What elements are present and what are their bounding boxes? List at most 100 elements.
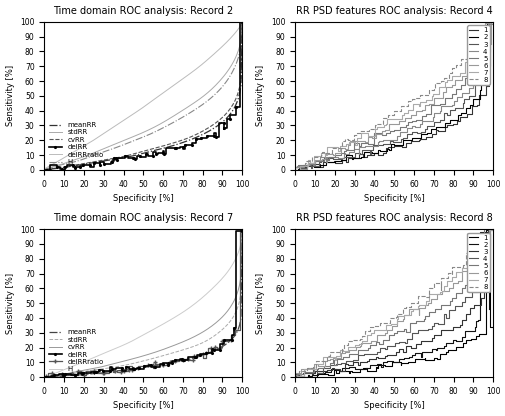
2: [308, 372, 314, 377]
Line: 5: 5: [294, 22, 491, 170]
5: [448, 95, 454, 100]
8: [384, 112, 390, 117]
7: [448, 278, 454, 283]
X-axis label: Specificity [%]: Specificity [%]: [363, 194, 424, 203]
1: [468, 103, 474, 108]
8: [414, 301, 420, 306]
1: [310, 374, 316, 379]
1: [449, 123, 456, 128]
6: [489, 227, 495, 232]
3: [312, 370, 318, 375]
4: [387, 137, 393, 142]
Title: RR PSD features ROC analysis: Record 8: RR PSD features ROC analysis: Record 8: [295, 213, 492, 223]
7: [489, 20, 495, 25]
4: [489, 20, 495, 25]
3: [383, 352, 389, 357]
2: [411, 135, 417, 140]
7: [296, 167, 302, 172]
1: [407, 359, 413, 364]
6: [311, 158, 317, 163]
2: [294, 166, 300, 171]
8: [448, 71, 454, 76]
Line: 7: 7: [296, 230, 491, 376]
2: [442, 341, 448, 346]
Line: 1: 1: [296, 230, 491, 377]
5: [293, 372, 299, 377]
2: [485, 229, 491, 234]
7: [291, 167, 297, 172]
7: [383, 117, 389, 122]
1: [293, 375, 299, 380]
X-axis label: Specificity [%]: Specificity [%]: [113, 401, 173, 411]
6: [463, 73, 469, 78]
6: [449, 286, 456, 291]
2: [409, 353, 415, 358]
Line: 2: 2: [296, 232, 488, 377]
1: [295, 167, 301, 172]
3: [462, 311, 468, 316]
4: [414, 330, 420, 335]
Y-axis label: Sensitivity [%]: Sensitivity [%]: [6, 65, 15, 126]
2: [293, 375, 299, 380]
6: [315, 362, 321, 367]
5: [291, 167, 297, 172]
1: [312, 162, 318, 167]
Line: 4: 4: [294, 22, 492, 168]
2: [489, 20, 495, 25]
1: [444, 347, 450, 352]
7: [414, 307, 420, 312]
8: [462, 250, 468, 255]
5: [412, 119, 418, 124]
5: [464, 277, 470, 282]
Y-axis label: Sensitivity [%]: Sensitivity [%]: [256, 65, 265, 126]
1: [384, 145, 390, 150]
8: [447, 271, 453, 276]
Title: Time domain ROC analysis: Record 7: Time domain ROC analysis: Record 7: [53, 213, 233, 223]
3: [386, 138, 392, 143]
3: [461, 96, 467, 101]
7: [462, 59, 468, 64]
1: [387, 364, 393, 369]
4: [312, 163, 318, 168]
Line: 3: 3: [295, 229, 492, 376]
8: [291, 374, 297, 379]
4: [445, 315, 451, 320]
6: [415, 306, 421, 311]
8: [294, 166, 300, 171]
Line: 8: 8: [294, 229, 492, 376]
2: [466, 103, 472, 108]
4: [468, 290, 474, 295]
8: [467, 50, 473, 55]
3: [465, 94, 471, 99]
2: [462, 106, 468, 111]
4: [469, 83, 475, 88]
4: [466, 86, 472, 91]
6: [412, 110, 418, 115]
Y-axis label: Sensitivity [%]: Sensitivity [%]: [256, 272, 265, 334]
7: [466, 59, 472, 64]
Line: 8: 8: [297, 24, 492, 168]
Legend: meanRR, stdRR, cvRR, delRR, delRRratio, H: meanRR, stdRR, cvRR, delRR, delRRratio, …: [47, 328, 105, 374]
4: [292, 375, 298, 380]
7: [311, 160, 317, 165]
2: [471, 328, 477, 333]
2: [462, 335, 468, 340]
2: [383, 359, 389, 364]
Legend: meanRR, stdRR, cvRR, delRR, delRRratio, H: meanRR, stdRR, cvRR, delRR, delRRratio, …: [47, 121, 105, 166]
4: [291, 166, 297, 171]
4: [450, 103, 456, 108]
6: [388, 324, 394, 329]
5: [448, 299, 454, 304]
2: [485, 307, 491, 312]
7: [387, 322, 393, 327]
8: [489, 227, 495, 232]
5: [488, 20, 494, 25]
2: [306, 375, 312, 380]
6: [466, 263, 472, 268]
3: [316, 164, 322, 169]
3: [489, 227, 495, 232]
5: [461, 282, 467, 287]
8: [317, 155, 323, 160]
3: [412, 345, 418, 350]
Legend: 1, 2, 3, 4, 5, 6, 7, 8: 1, 2, 3, 4, 5, 6, 7, 8: [466, 233, 489, 292]
